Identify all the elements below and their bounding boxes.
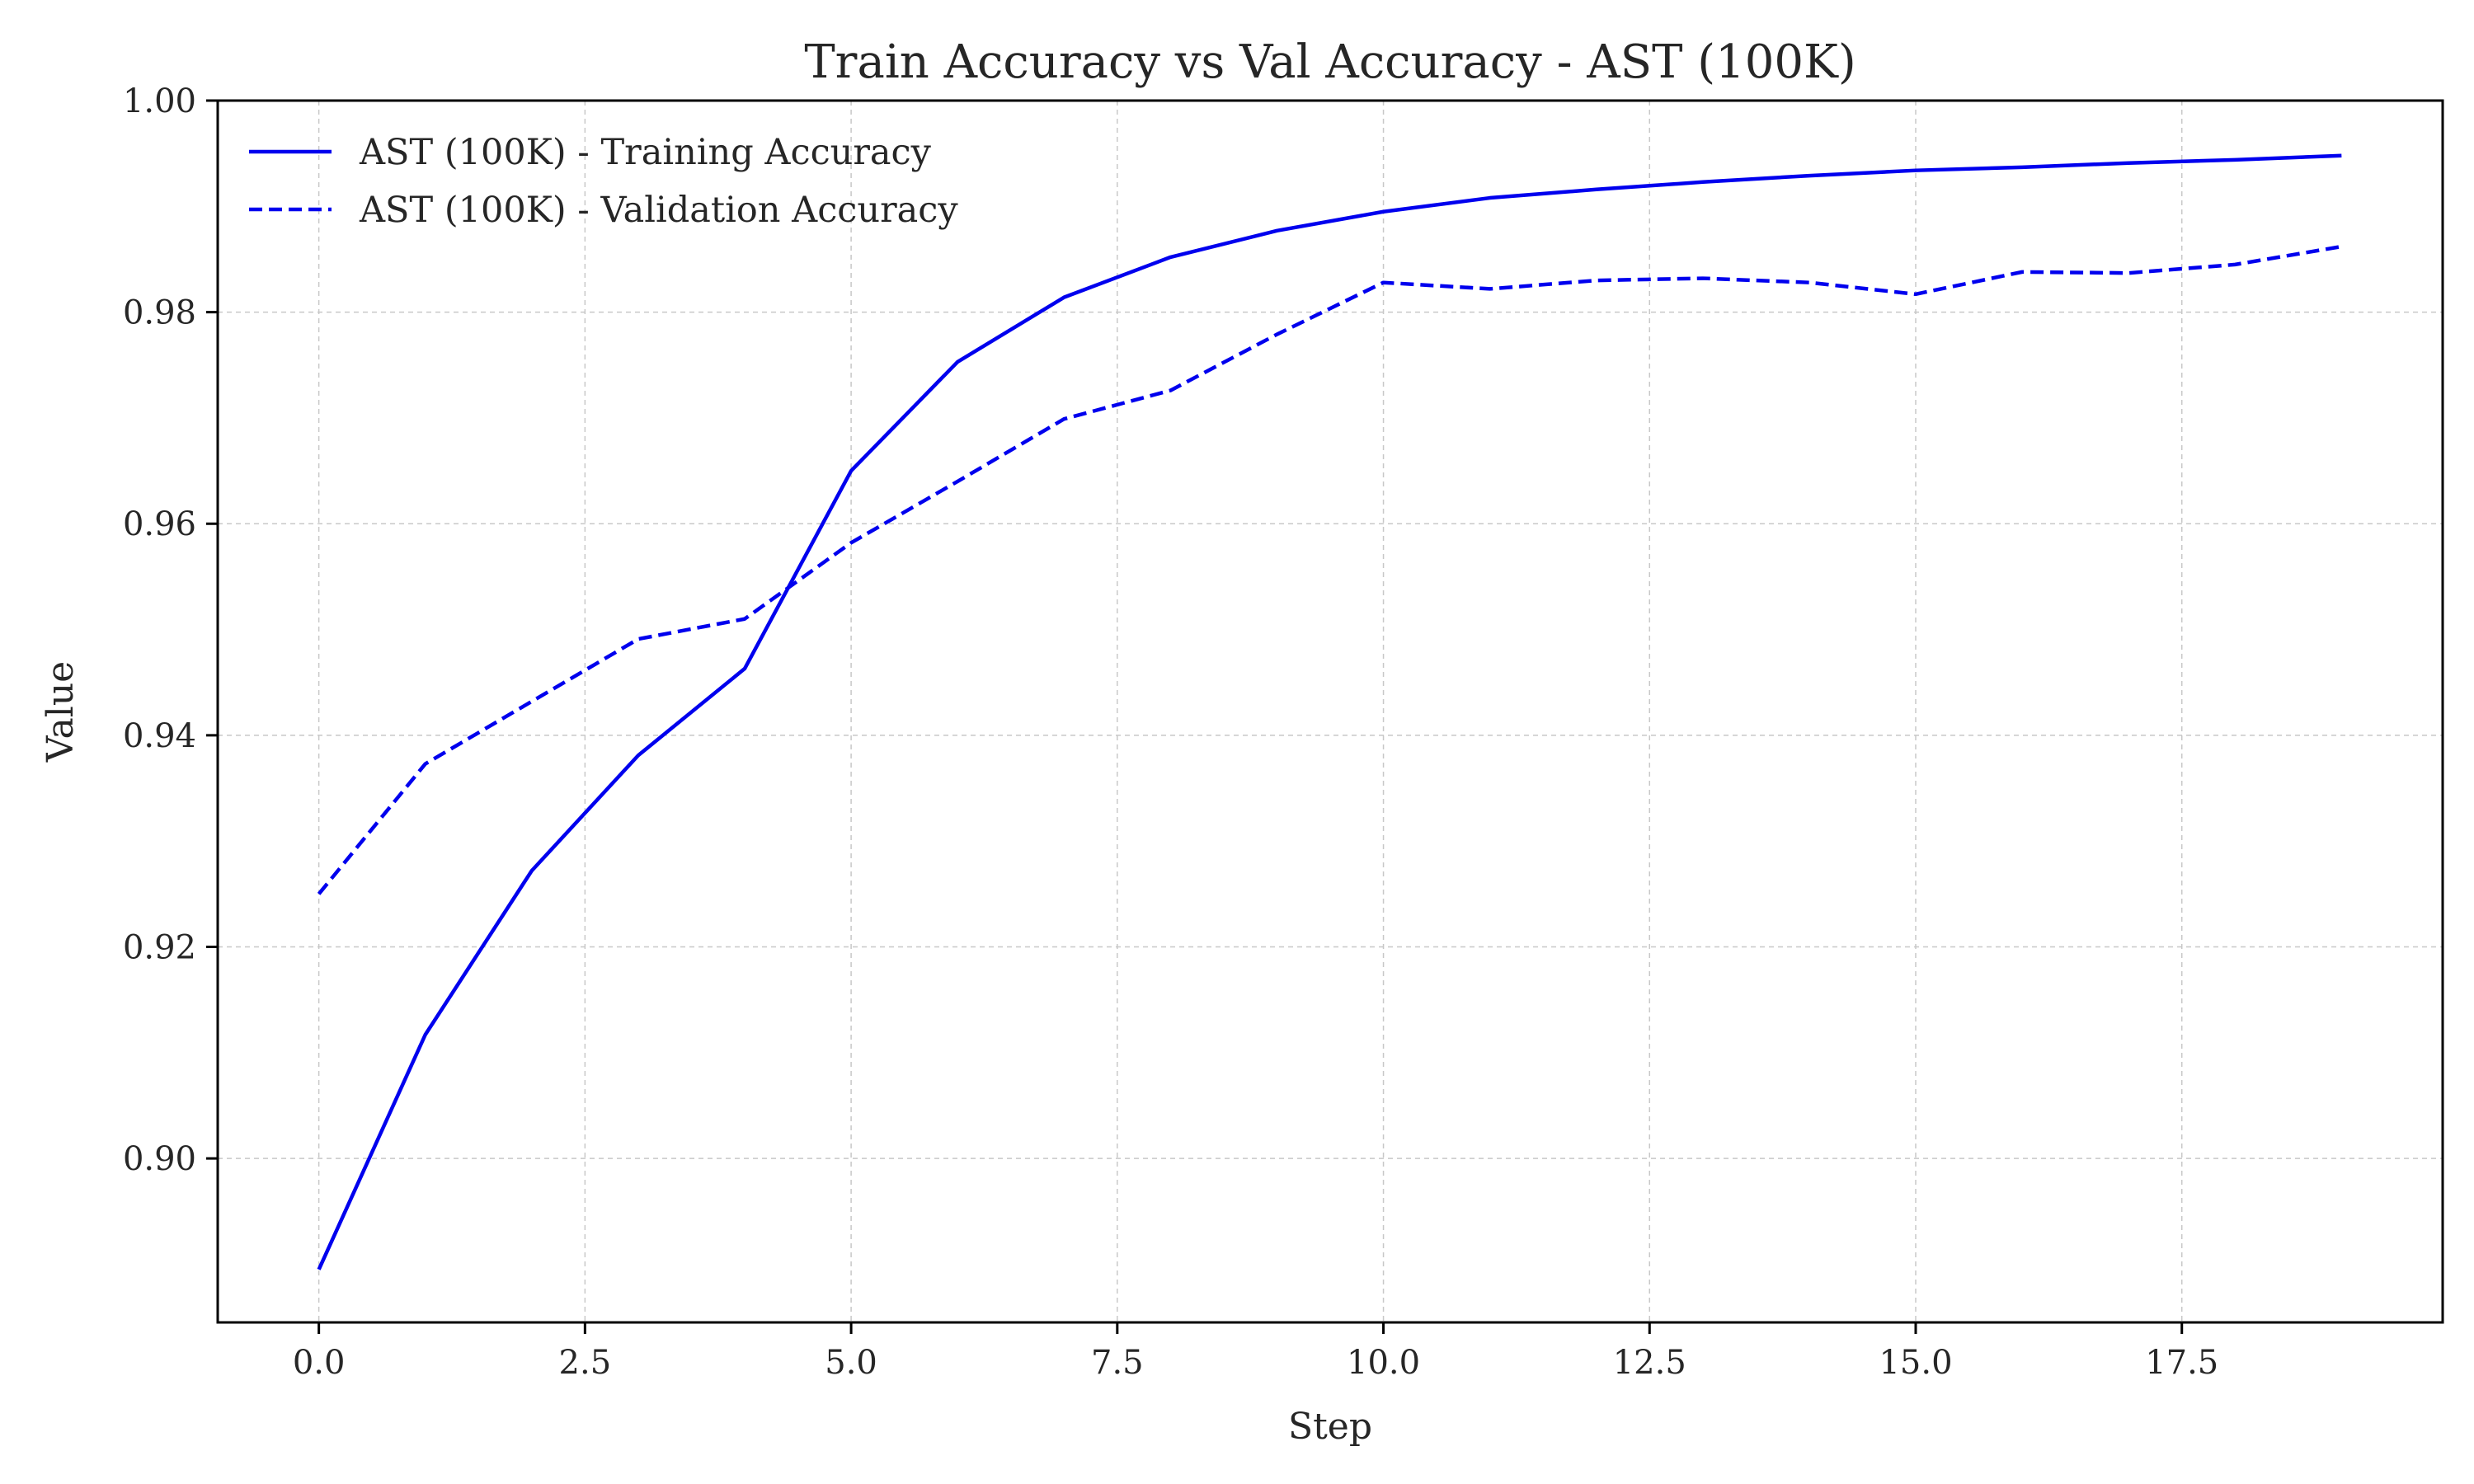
x-tick-label: 10.0 [1347, 1344, 1420, 1382]
validation-accuracy-point [743, 618, 746, 621]
x-tick-label: 2.5 [559, 1344, 612, 1382]
x-tick-label: 7.5 [1091, 1344, 1144, 1382]
x-tick-label: 15.0 [1879, 1344, 1952, 1382]
validation-accuracy-point [1914, 293, 1917, 296]
y-tick-label: 0.90 [123, 1140, 196, 1178]
validation-accuracy-point [1381, 280, 1385, 284]
validation-accuracy-point [530, 700, 534, 703]
validation-accuracy-point [2127, 271, 2130, 275]
validation-accuracy-point [637, 637, 640, 641]
x-tick-label: 0.0 [293, 1344, 346, 1382]
x-axis-title: Step [1288, 1406, 1372, 1448]
training-accuracy-point [956, 360, 959, 364]
training-accuracy-point [1062, 295, 1065, 298]
training-accuracy-point [849, 469, 853, 472]
validation-accuracy-point [2340, 245, 2343, 248]
training-accuracy-point [530, 869, 534, 872]
training-accuracy-point [2340, 154, 2343, 157]
training-accuracy-point [1169, 256, 1172, 259]
series-lines [317, 153, 2343, 1271]
validation-accuracy-point [1808, 280, 1811, 284]
training-accuracy-point [1701, 181, 1705, 184]
training-accuracy-point [1595, 188, 1598, 191]
validation-accuracy-point [2020, 270, 2024, 274]
training-accuracy-point [637, 754, 640, 757]
y-tick-label: 0.92 [123, 928, 196, 966]
y-axis-title: Value [40, 661, 82, 763]
validation-accuracy-point [956, 480, 959, 483]
x-tick-label: 12.5 [1613, 1344, 1686, 1382]
y-tick-label: 0.98 [123, 294, 196, 332]
validation-accuracy-point [1169, 388, 1172, 392]
validation-accuracy-point [1701, 276, 1705, 279]
training-accuracy-point [2233, 158, 2236, 162]
training-accuracy-point [1488, 196, 1491, 200]
axis-ticks: 0.0 2.5 5.0 7.5 10.0 12.5 15.0 17.5 0.90 0.92 0.94… [123, 82, 2218, 1382]
chart-title: Train Accuracy vs Val Accuracy - AST (10… [804, 35, 1856, 89]
training-accuracy-point [2127, 162, 2130, 165]
training-accuracy-point [1914, 168, 1917, 171]
validation-accuracy-point [849, 541, 853, 544]
validation-accuracy-point [1595, 279, 1598, 282]
validation-accuracy-line [317, 244, 2342, 895]
x-tick-label: 17.5 [2145, 1344, 2218, 1382]
training-accuracy-point [743, 667, 746, 670]
validation-accuracy-point [1275, 332, 1278, 336]
validation-accuracy-point [1488, 287, 1491, 290]
y-tick-label: 0.94 [123, 717, 196, 755]
training-accuracy-point [1808, 174, 1811, 177]
validation-accuracy-point [2233, 263, 2236, 266]
legend-validation-label: AST (100K) - Validation Accuracy [359, 190, 958, 231]
legend-training-label: AST (100K) - Training Accuracy [359, 132, 932, 173]
training-accuracy-line [317, 153, 2342, 1270]
validation-accuracy-point [317, 892, 320, 895]
validation-accuracy-point [424, 762, 427, 765]
y-tick-label: 0.96 [123, 505, 196, 543]
training-accuracy-point [424, 1033, 427, 1036]
validation-accuracy-point [1062, 417, 1065, 420]
x-tick-label: 5.0 [825, 1344, 877, 1382]
legend: AST (100K) - Training Accuracy AST (100K)… [249, 132, 958, 231]
y-tick-label: 1.00 [123, 82, 196, 120]
training-accuracy-point [1381, 210, 1385, 214]
training-accuracy-point [1275, 229, 1278, 232]
plot-frame [216, 99, 2444, 1324]
training-accuracy-point [317, 1268, 320, 1271]
training-accuracy-point [2020, 166, 2024, 169]
